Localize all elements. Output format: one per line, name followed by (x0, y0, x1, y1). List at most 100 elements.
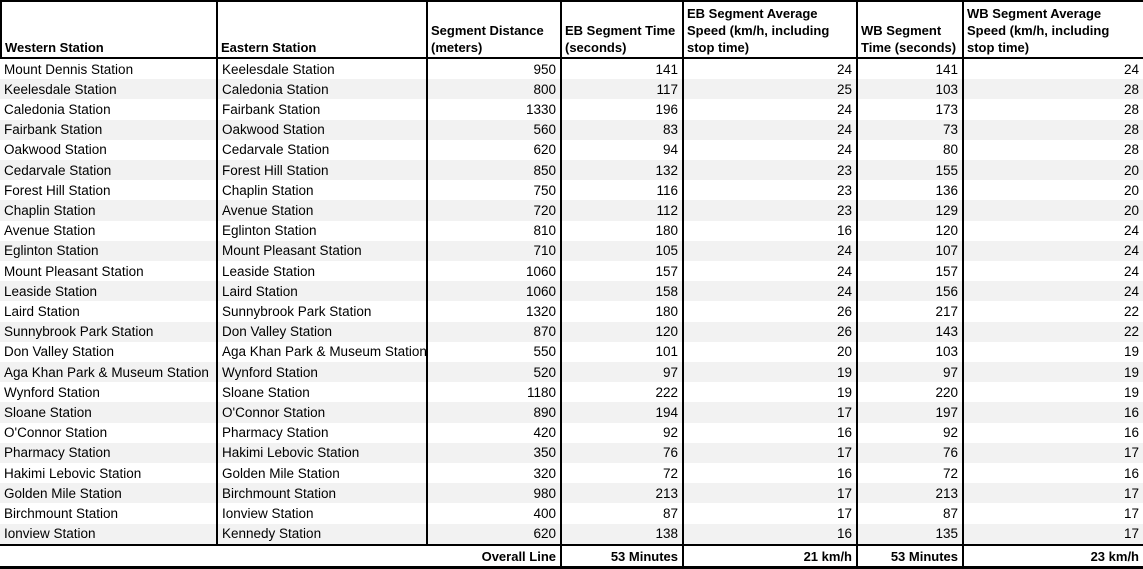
table-row: Ionview Station Kennedy Station 620 138 16 13… (0, 523, 1143, 544)
value-cell: 17 (1123, 526, 1139, 542)
value-cell: 217 (858, 301, 964, 322)
footer-wb-total-time: 53 Minutes (858, 546, 964, 566)
station-name-cell: Hakimi Lebovic Station (0, 463, 218, 484)
station-name-cell: Cedarvale Station (218, 139, 428, 161)
value-cell: 72 (562, 463, 684, 484)
footer-wb-average-speed: 23 km/h (1090, 548, 1139, 564)
value-cell: 97 (858, 362, 964, 383)
value-cell: 20 (1123, 162, 1139, 178)
value-cell: 136 (858, 180, 964, 201)
value-cell: 17 (684, 402, 858, 423)
value-cell: 158 (562, 281, 684, 302)
value-cell: 112 (562, 200, 684, 221)
value-cell: 28 (1123, 122, 1139, 138)
station-name-cell: Sloane Station (0, 402, 218, 423)
table-row: Sunnybrook Park Station Don Valley Statio… (0, 321, 1143, 342)
value-cell: 24 (684, 139, 858, 161)
value-cell: 24 (684, 99, 858, 120)
value-cell: 180 (562, 301, 684, 322)
value-cell: 155 (858, 160, 964, 181)
value-cell: 76 (562, 442, 684, 464)
station-name-cell: Leaside Station (0, 281, 218, 302)
station-name-cell: Caledonia Station (0, 99, 218, 120)
station-name-cell: Wynford Station (218, 362, 428, 383)
value-cell: 103 (858, 341, 964, 363)
value-cell: 24 (684, 59, 858, 80)
table-row: Mount Pleasant Station Leaside Station 106… (0, 261, 1143, 282)
value-cell: 520 (428, 362, 562, 383)
value-cell: 22 (1123, 304, 1139, 320)
value-cell: 24 (1123, 61, 1139, 77)
station-name-cell: Hakimi Lebovic Station (218, 442, 428, 464)
value-cell: 23 (684, 180, 858, 201)
value-cell: 135 (858, 523, 964, 544)
station-name-cell: Sunnybrook Park Station (0, 321, 218, 342)
station-name-cell: Eglinton Station (0, 240, 218, 262)
value-cell: 24 (684, 240, 858, 262)
station-name-cell: Fairbank Station (0, 119, 218, 140)
value-cell: 20 (684, 341, 858, 363)
station-name-cell: Mount Pleasant Station (218, 240, 428, 262)
value-cell: 16 (684, 220, 858, 241)
station-name-cell: Chaplin Station (218, 180, 428, 201)
value-cell: 1060 (428, 281, 562, 302)
station-name-cell: Mount Pleasant Station (0, 261, 218, 282)
value-cell: 92 (562, 422, 684, 443)
value-cell: 850 (428, 160, 562, 181)
value-cell: 16 (1123, 465, 1139, 481)
value-cell: 17 (684, 503, 858, 524)
station-name-cell: Pharmacy Station (218, 422, 428, 443)
station-name-cell: Don Valley Station (218, 321, 428, 342)
value-cell: 26 (684, 321, 858, 342)
table-row: Aga Khan Park & Museum Station Wynford St… (0, 362, 1143, 383)
table-row: Leaside Station Laird Station 1060 158 24 156… (0, 281, 1143, 302)
value-cell: 1060 (428, 261, 562, 282)
value-cell: 950 (428, 59, 562, 80)
station-name-cell: Forest Hill Station (218, 160, 428, 181)
station-name-cell: O'Connor Station (218, 402, 428, 423)
table-body: Mount Dennis Station Keelesdale Station 95… (0, 59, 1143, 544)
value-cell: 620 (428, 139, 562, 161)
value-cell: 222 (562, 382, 684, 403)
value-cell: 20 (1123, 182, 1139, 198)
station-name-cell: Avenue Station (218, 200, 428, 221)
value-cell: 28 (1123, 102, 1139, 117)
value-cell: 19 (684, 362, 858, 383)
value-cell: 890 (428, 402, 562, 423)
table-row: Don Valley Station Aga Khan Park & Museum… (0, 341, 1143, 363)
station-name-cell: Forest Hill Station (0, 180, 218, 201)
value-cell: 17 (1123, 445, 1139, 461)
value-cell: 17 (684, 442, 858, 464)
value-cell: 143 (858, 321, 964, 342)
table-row: Wynford Station Sloane Station 1180 222 19 22… (0, 382, 1143, 403)
value-cell: 141 (858, 59, 964, 80)
value-cell: 16 (684, 422, 858, 443)
value-cell: 92 (858, 422, 964, 443)
value-cell: 1180 (428, 382, 562, 403)
table-row: Pharmacy Station Hakimi Lebovic Station 35… (0, 442, 1143, 464)
value-cell: 16 (684, 463, 858, 484)
value-cell: 19 (684, 382, 858, 403)
station-name-cell: Laird Station (218, 281, 428, 302)
table-row: Sloane Station O'Connor Station 890 194 17 19… (0, 402, 1143, 423)
station-name-cell: Pharmacy Station (0, 442, 218, 464)
table-row: Keelesdale Station Caledonia Station 800 11… (0, 79, 1143, 100)
value-cell: 117 (562, 79, 684, 100)
value-cell: 196 (562, 99, 684, 120)
station-name-cell: Mount Dennis Station (0, 59, 218, 80)
station-name-cell: Oakwood Station (218, 119, 428, 140)
value-cell: 16 (684, 523, 858, 544)
value-cell: 194 (562, 402, 684, 423)
value-cell: 620 (428, 523, 562, 544)
station-name-cell: Ionview Station (0, 523, 218, 544)
value-cell: 24 (1123, 223, 1139, 239)
station-name-cell: Oakwood Station (0, 139, 218, 161)
value-cell: 213 (562, 483, 684, 504)
table-row: O'Connor Station Pharmacy Station 420 92 16 9… (0, 422, 1143, 443)
value-cell: 24 (1123, 283, 1139, 299)
value-cell: 73 (858, 119, 964, 140)
value-cell: 141 (562, 59, 684, 80)
value-cell: 28 (1123, 81, 1139, 97)
station-name-cell: Laird Station (0, 301, 218, 322)
table-row: Fairbank Station Oakwood Station 560 83 24 73… (0, 119, 1143, 140)
